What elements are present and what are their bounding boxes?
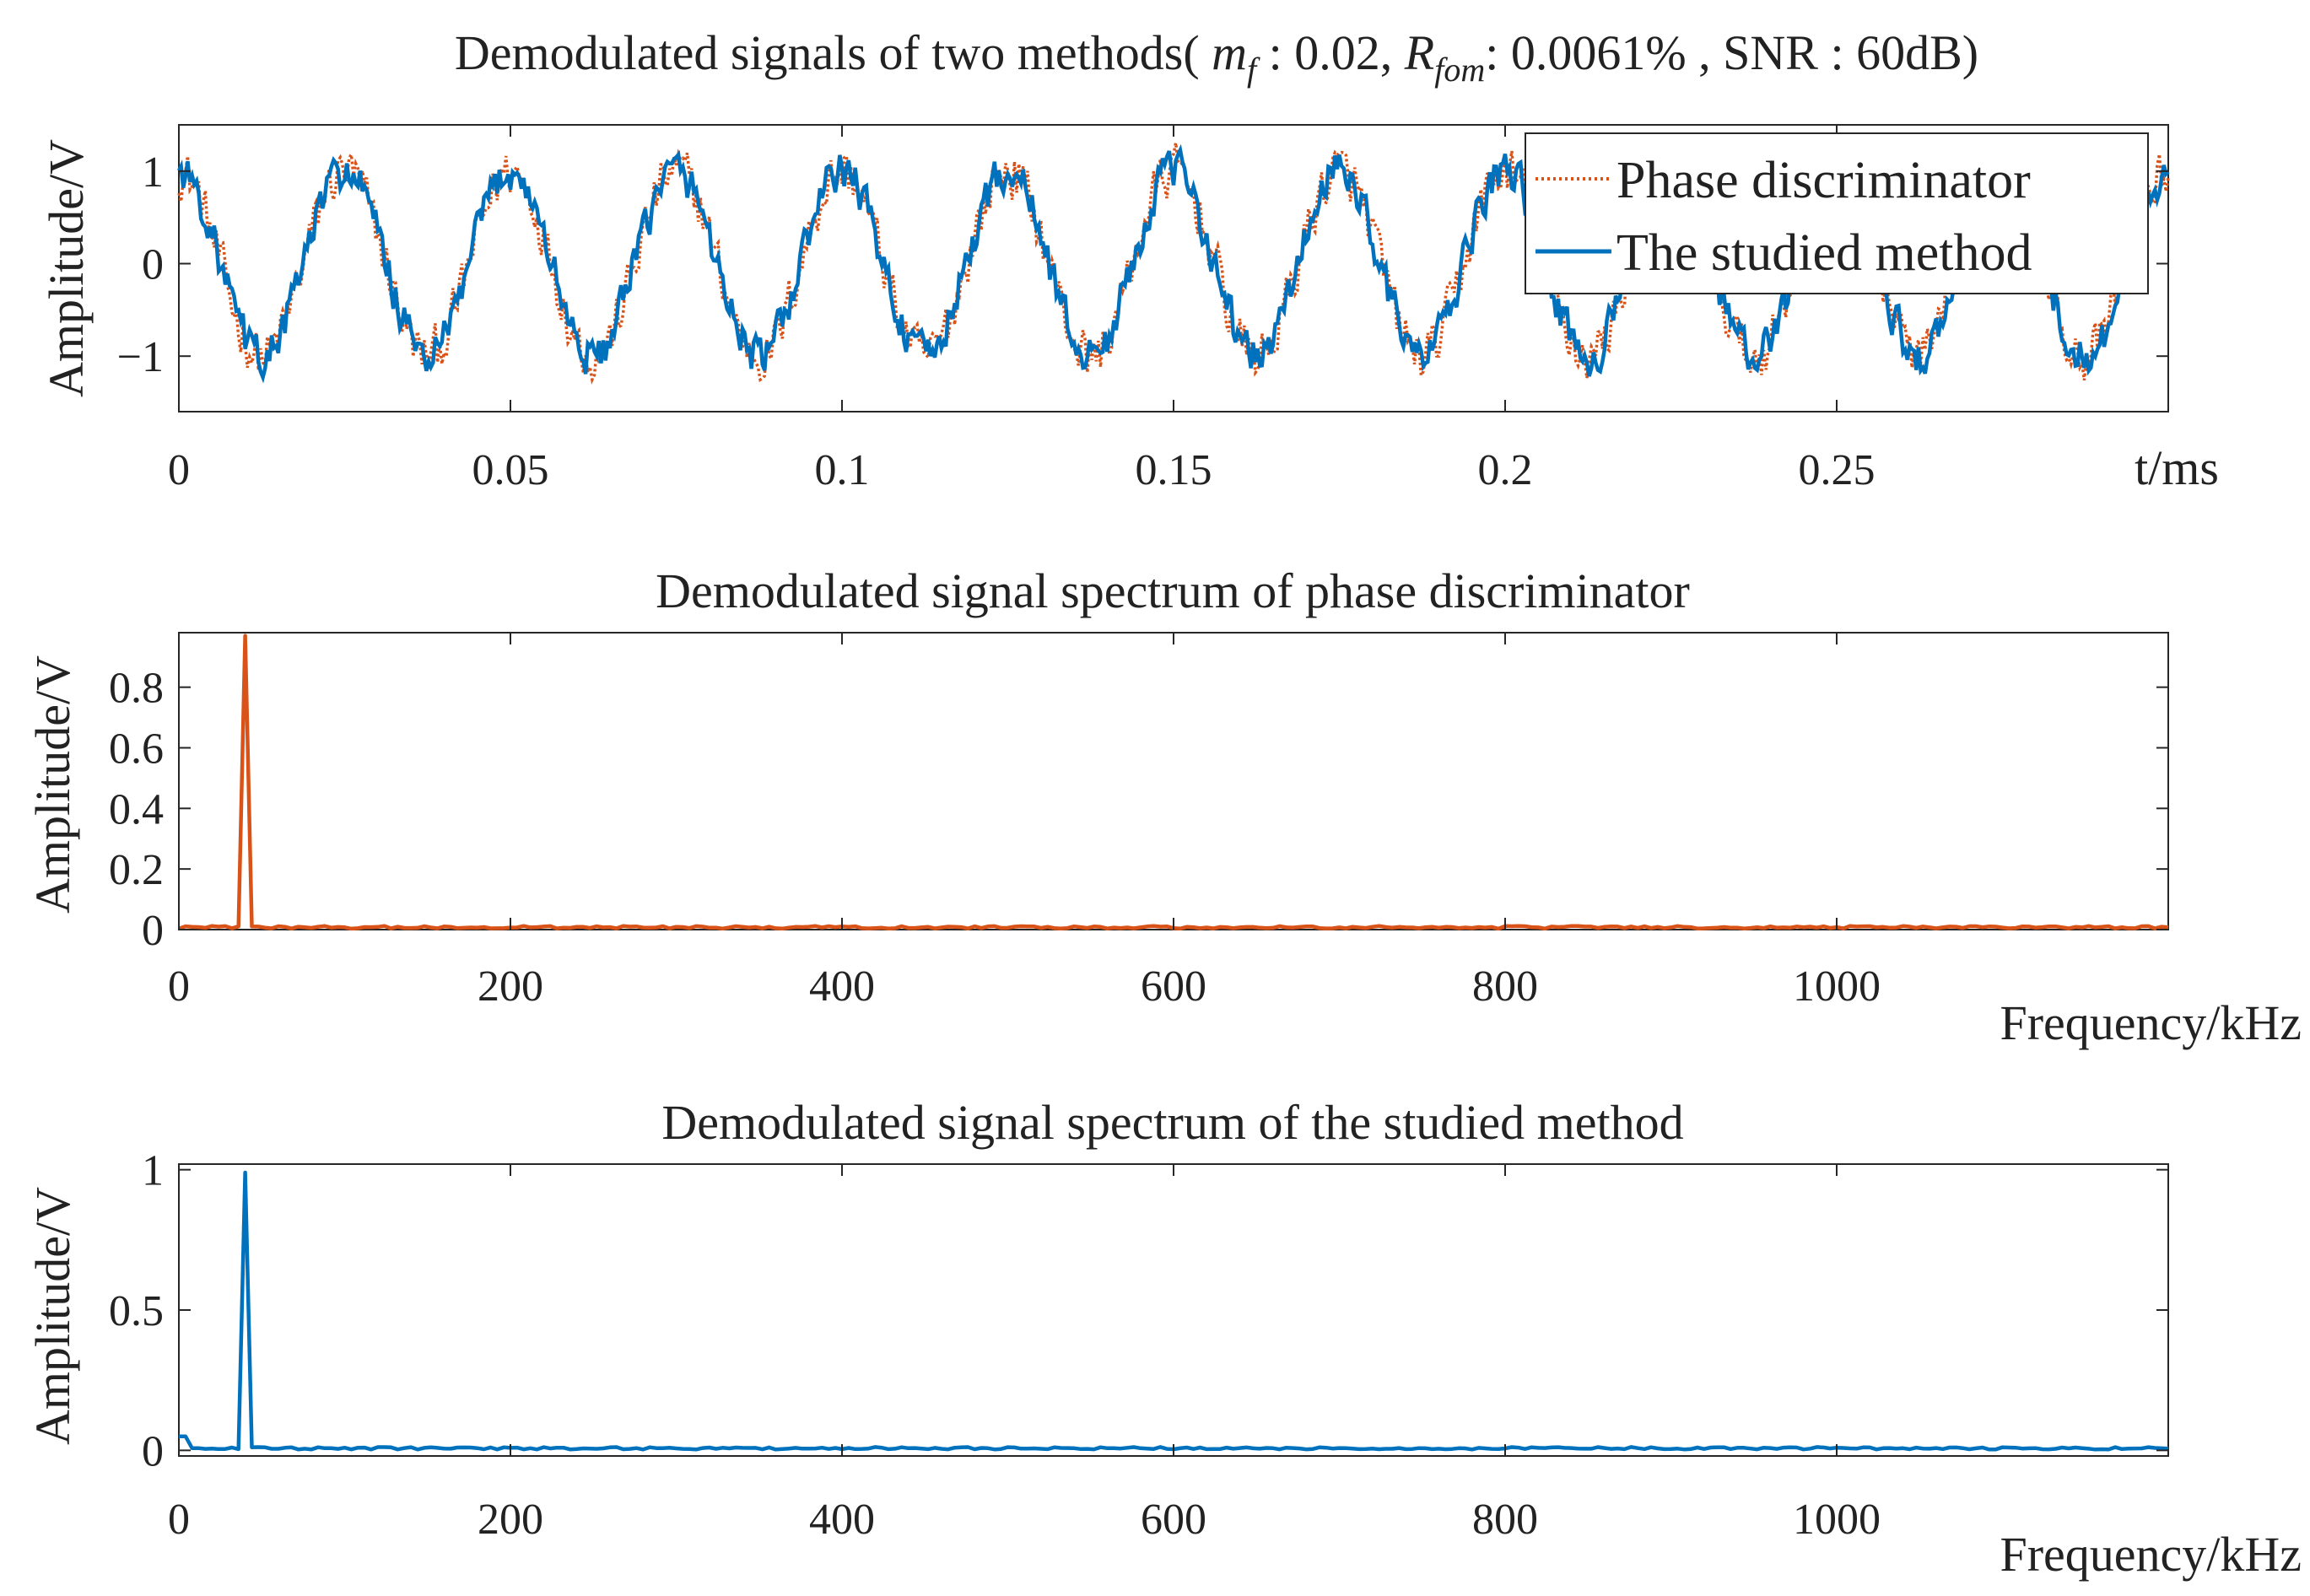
panel1-xtick-label: 0.05 — [472, 446, 549, 494]
panel3-xtick-label: 400 — [809, 1496, 875, 1544]
panel2-xtick-label: 400 — [809, 962, 875, 1011]
title-part-prefix: Demodulated signals of two methods( — [455, 25, 1212, 80]
panel2-xtick-label: 200 — [478, 962, 543, 1011]
panel1-title: Demodulated signals of two methods( mf :… — [455, 25, 1978, 89]
panel1-ytick-label: −1 — [117, 333, 164, 381]
panel2-xtick-label: 0 — [168, 962, 190, 1011]
title-part-suffix: : 0.0061% , SNR : 60dB) — [1485, 25, 1978, 80]
panel2-ytick-label: 0.4 — [109, 785, 164, 833]
title-symbol-m: m — [1212, 25, 1247, 80]
panel3-xlabel: Frequency/kHz — [2000, 1527, 2302, 1582]
legend-label-studied-method: The studied method — [1616, 224, 2032, 282]
panel2-ytick-label: 0.8 — [109, 665, 164, 713]
panel1-ytick-label: 1 — [142, 148, 164, 197]
panel3-xtick-label: 800 — [1472, 1496, 1538, 1544]
panel2-ytick-label: 0.6 — [109, 725, 164, 773]
panel3-ytick-label: 1 — [142, 1147, 164, 1195]
title-subscript-fom: fom — [1434, 51, 1485, 89]
panel2-ytick-label: 0.2 — [109, 846, 164, 894]
legend: Phase discriminator The studied method — [1525, 132, 2149, 294]
panel3-xtick-label: 0 — [168, 1496, 190, 1544]
panel2-xlabel: Frequency/kHz — [2000, 995, 2302, 1050]
panel3-ytick-label: 0.5 — [109, 1287, 164, 1335]
panel2-plot-area — [178, 632, 2169, 930]
panel1-xtick-label: 0 — [168, 446, 190, 494]
panel2-xtick-label: 800 — [1472, 962, 1538, 1011]
panel2-xtick-label: 600 — [1141, 962, 1206, 1011]
panel2-ylabel: Amplitude/V — [25, 655, 80, 914]
panel1-xtick-label: 0.15 — [1136, 446, 1212, 494]
panel1-ylabel: Amplitude/V — [39, 139, 94, 397]
title-symbol-r: R — [1404, 25, 1434, 80]
panel1-ytick-label: 0 — [142, 241, 164, 289]
panel1-xlabel: t/ms — [2135, 440, 2219, 495]
panel-studied-method-spectrum: Demodulated signal spectrum of the studi… — [25, 1095, 2302, 1582]
panel2-xtick-label: 1000 — [1793, 962, 1881, 1011]
panel3-xtick-label: 200 — [478, 1496, 543, 1544]
legend-label-phase-discriminator: Phase discriminator — [1616, 152, 2031, 209]
panel3-ylabel: Amplitude/V — [25, 1187, 80, 1445]
panel-time-signals: Demodulated signals of two methods( mf :… — [39, 25, 2219, 495]
panel3-title: Demodulated signal spectrum of the studi… — [661, 1095, 1683, 1150]
panel2-title: Demodulated signal spectrum of phase dis… — [656, 563, 1690, 618]
legend-box — [1525, 132, 2149, 294]
panel3-xtick-label: 600 — [1141, 1496, 1206, 1544]
panel3-plot-area — [178, 1163, 2169, 1457]
panel1-xtick-label: 0.2 — [1478, 446, 1533, 494]
series-phase-discriminator — [177, 142, 2170, 385]
panel1-xtick-label: 0.1 — [815, 446, 870, 494]
panel3-xtick-label: 1000 — [1793, 1496, 1881, 1544]
title-part-mf-value: : 0.02, — [1256, 25, 1405, 80]
panel3-ytick-label: 0 — [142, 1427, 164, 1475]
panel2-ytick-label: 0 — [142, 907, 164, 955]
panel-phase-discriminator-spectrum: Demodulated signal spectrum of phase dis… — [25, 563, 2302, 1050]
panel1-xtick-label: 0.25 — [1799, 446, 1876, 494]
